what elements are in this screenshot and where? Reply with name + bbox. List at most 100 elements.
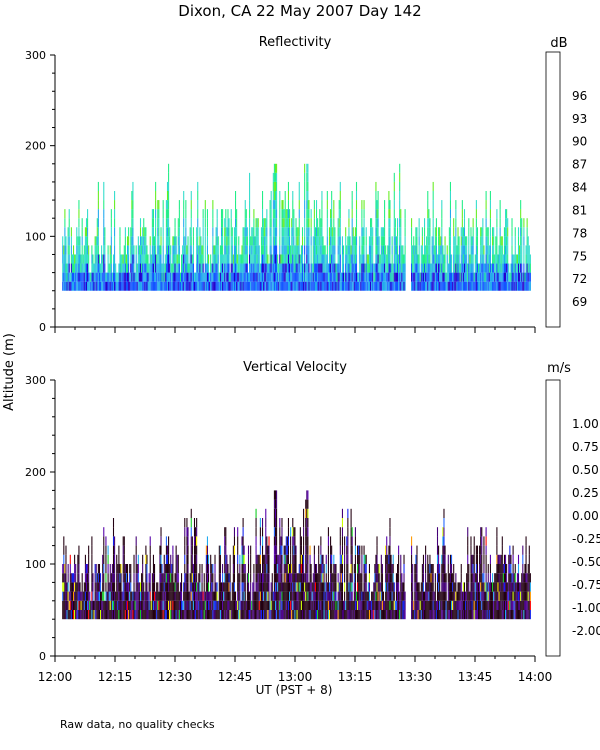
data-cell xyxy=(87,218,89,228)
data-cell xyxy=(341,582,343,592)
data-cell xyxy=(165,545,167,555)
data-cell xyxy=(292,600,294,610)
data-cell xyxy=(359,254,361,264)
data-cell xyxy=(163,272,165,282)
data-cell xyxy=(308,227,310,237)
data-cell xyxy=(247,554,250,564)
data-cell xyxy=(164,263,166,273)
data-cell xyxy=(462,245,464,255)
data-cell xyxy=(67,245,69,255)
data-cell xyxy=(219,272,221,282)
data-cell xyxy=(528,281,530,291)
data-cell xyxy=(250,245,252,255)
data-cell xyxy=(310,254,312,264)
data-cell xyxy=(158,200,160,210)
data-cell xyxy=(351,245,353,255)
data-cell xyxy=(143,591,145,601)
data-cell xyxy=(92,272,94,282)
data-cell xyxy=(397,281,399,291)
data-cell xyxy=(297,600,299,610)
data-cell xyxy=(209,272,211,282)
data-cell xyxy=(98,564,100,574)
data-cell xyxy=(193,573,196,583)
data-cell xyxy=(211,263,213,273)
data-cell xyxy=(243,227,245,237)
data-cell xyxy=(114,573,116,583)
data-cell xyxy=(373,281,375,291)
data-cell xyxy=(438,245,440,255)
data-cell xyxy=(435,245,437,255)
data-cell xyxy=(514,263,516,273)
data-cell xyxy=(345,236,347,246)
data-cell xyxy=(281,218,283,228)
data-cell xyxy=(66,610,68,620)
data-cell xyxy=(114,209,116,219)
data-cell xyxy=(274,600,277,610)
data-cell xyxy=(311,272,313,282)
data-cell xyxy=(267,272,269,282)
data-cell xyxy=(355,591,358,601)
data-cell xyxy=(439,281,441,291)
data-cell xyxy=(291,218,293,228)
data-cell xyxy=(286,263,288,273)
data-cell xyxy=(166,272,169,282)
data-cell xyxy=(249,236,251,246)
data-cell xyxy=(130,272,132,282)
data-cell xyxy=(400,227,402,237)
data-cell xyxy=(141,272,143,282)
data-cell xyxy=(322,281,324,291)
data-cell xyxy=(420,281,422,291)
data-cell xyxy=(428,209,430,219)
data-cell xyxy=(168,163,170,173)
data-cell xyxy=(319,209,321,219)
data-cell xyxy=(230,236,232,246)
data-cell xyxy=(425,591,427,601)
data-cell xyxy=(177,263,179,273)
data-cell xyxy=(346,554,348,564)
data-cell xyxy=(259,564,261,574)
data-cell xyxy=(294,545,296,555)
data-cell xyxy=(190,545,192,555)
data-cell xyxy=(318,564,320,574)
data-cell xyxy=(77,272,79,282)
data-cell xyxy=(413,600,415,610)
data-cell xyxy=(146,245,148,255)
data-cell xyxy=(347,591,349,601)
data-cell xyxy=(262,582,264,592)
data-cell xyxy=(165,245,167,255)
data-cell xyxy=(251,227,253,237)
data-cell xyxy=(527,245,529,255)
data-cell xyxy=(259,610,261,620)
data-cell xyxy=(105,591,107,601)
data-cell xyxy=(245,610,247,620)
data-cell xyxy=(517,272,520,282)
data-cell xyxy=(114,245,116,255)
data-cell xyxy=(362,272,364,282)
data-cell xyxy=(177,591,179,601)
data-cell xyxy=(307,191,309,201)
data-cell xyxy=(309,272,311,282)
data-cell xyxy=(449,281,451,291)
data-cell xyxy=(283,245,285,255)
data-cell xyxy=(403,600,405,610)
data-cell xyxy=(372,227,374,237)
data-cell xyxy=(125,564,127,574)
data-cell xyxy=(122,600,124,610)
data-cell xyxy=(152,218,154,228)
data-cell xyxy=(376,272,378,282)
data-cell xyxy=(451,272,453,282)
data-cell xyxy=(95,564,97,574)
data-cell xyxy=(503,281,505,291)
data-cell xyxy=(416,610,418,620)
data-cell xyxy=(435,263,437,273)
data-cell xyxy=(228,272,230,282)
data-cell xyxy=(252,236,254,246)
data-cell xyxy=(384,254,386,264)
data-cell xyxy=(380,272,382,282)
data-cell xyxy=(295,281,297,291)
data-cell xyxy=(131,263,133,273)
data-cell xyxy=(425,263,427,273)
data-cell xyxy=(251,281,253,291)
data-cell xyxy=(363,281,365,291)
data-cell xyxy=(445,272,447,282)
